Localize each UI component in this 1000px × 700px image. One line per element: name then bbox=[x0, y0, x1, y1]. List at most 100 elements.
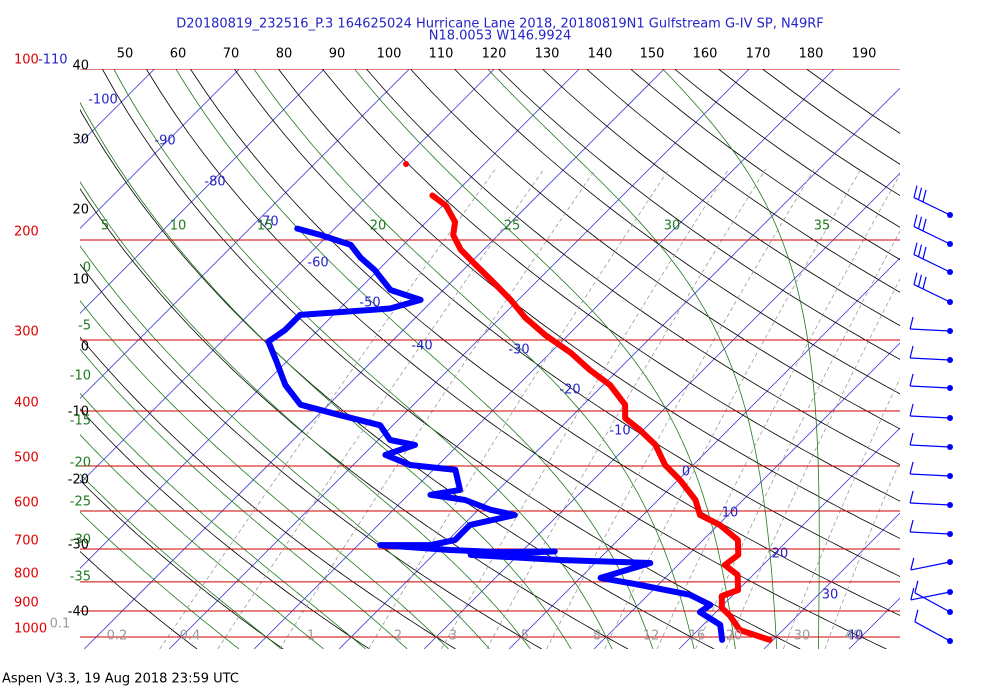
barb-dot bbox=[947, 559, 953, 565]
barb-feather bbox=[922, 246, 927, 260]
barb-dot bbox=[947, 385, 953, 391]
isotherm bbox=[80, 69, 240, 229]
moist-adiabat-label: 15 bbox=[257, 219, 274, 234]
moist-adiabat-label: -35 bbox=[70, 570, 91, 585]
isotherm-label: -40 bbox=[411, 339, 432, 354]
moist-adiabat bbox=[80, 300, 449, 649]
moist-adiabat bbox=[80, 434, 324, 649]
isotherm bbox=[338, 87, 900, 649]
isotherm bbox=[678, 427, 900, 649]
moist-adiabat-label: 0 bbox=[83, 261, 91, 276]
barb-staff bbox=[910, 385, 951, 389]
dry-adiabat bbox=[80, 263, 542, 649]
wind-barb bbox=[909, 345, 953, 363]
wind-barb bbox=[909, 519, 953, 537]
barb-staff bbox=[910, 328, 951, 332]
dry-adiabat-label: 90 bbox=[329, 47, 346, 62]
moist-adiabat-label: 20 bbox=[370, 219, 387, 234]
labels: 1002003004005006007008009001000-110-100-… bbox=[14, 47, 876, 644]
dry-adiabat bbox=[234, 69, 900, 577]
moist-adiabat-label: -25 bbox=[70, 495, 91, 510]
mixing-ratio-label: 30 bbox=[794, 629, 811, 644]
barb-feather bbox=[913, 185, 918, 198]
moist-adiabat bbox=[80, 180, 531, 649]
moist-adiabat bbox=[354, 69, 736, 649]
barb-staff bbox=[914, 621, 951, 642]
dry-adiabat-label: 100 bbox=[377, 47, 402, 62]
dry-adiabat-label: 140 bbox=[588, 47, 613, 62]
dry-adiabat bbox=[80, 408, 370, 649]
dry-adiabat-label: -30 bbox=[68, 538, 89, 553]
wind-barb bbox=[913, 242, 953, 275]
barb-dot bbox=[947, 212, 953, 218]
dry-adiabat bbox=[542, 69, 900, 327]
dry-adiabat bbox=[498, 69, 900, 360]
pressure-label: 400 bbox=[14, 396, 39, 411]
barb-staff bbox=[910, 415, 951, 419]
dry-adiabat bbox=[145, 69, 887, 649]
dry-adiabat-label: 10 bbox=[72, 273, 89, 288]
moist-adiabat-label: -10 bbox=[70, 369, 91, 384]
isotherm-label: -60 bbox=[307, 256, 328, 271]
mixing-ratio-label: 16 bbox=[689, 629, 706, 644]
isotherm-label: -10 bbox=[609, 424, 630, 439]
dry-adiabat-label: 160 bbox=[693, 47, 718, 62]
mixing-ratio-label: 1 bbox=[307, 629, 315, 644]
pressure-label: 700 bbox=[14, 534, 39, 549]
pressure-label: 500 bbox=[14, 451, 39, 466]
barb-dot bbox=[947, 357, 953, 363]
moist-adiabat bbox=[662, 69, 820, 649]
dry-adiabat bbox=[454, 69, 900, 395]
wind-barb bbox=[909, 461, 953, 479]
dry-adiabat-label: 190 bbox=[852, 47, 877, 62]
pressure-label: 600 bbox=[14, 496, 39, 511]
isotherm bbox=[80, 69, 580, 569]
barb-feather bbox=[914, 609, 919, 622]
dry-adiabat-label: -40 bbox=[68, 605, 89, 620]
moist-adiabat-label: 25 bbox=[504, 219, 521, 234]
isotherm bbox=[168, 69, 750, 649]
barb-staff bbox=[910, 591, 951, 601]
wind-barb bbox=[913, 214, 953, 247]
barb-feather bbox=[909, 461, 914, 475]
barb-staff bbox=[910, 444, 951, 448]
moist-adiabat-label: 5 bbox=[101, 219, 109, 234]
barb-dot bbox=[947, 299, 953, 305]
barb-staff bbox=[913, 284, 951, 303]
barb-feather bbox=[909, 519, 914, 533]
moist-adiabat-label: -15 bbox=[70, 414, 91, 429]
mixing-ratio-label: 2 bbox=[394, 629, 402, 644]
isotherm-label: -80 bbox=[204, 175, 225, 190]
wind-barb bbox=[910, 587, 953, 601]
wind-barb bbox=[909, 432, 953, 450]
barb-feather bbox=[909, 490, 914, 504]
barb-staff bbox=[913, 254, 951, 273]
pressure-label: 1000 bbox=[14, 622, 47, 637]
mixing-ratio-label: 40 bbox=[845, 629, 862, 644]
barb-feather bbox=[909, 316, 914, 330]
dry-adiabat-label: -20 bbox=[68, 473, 89, 488]
dry-adiabat-label: 130 bbox=[535, 47, 560, 62]
wind-barb bbox=[910, 557, 953, 571]
barb-dot bbox=[947, 531, 953, 537]
barb-feather bbox=[917, 216, 923, 229]
profile-line bbox=[429, 192, 773, 643]
barb-staff bbox=[913, 197, 951, 216]
barb-feather bbox=[909, 373, 914, 387]
wind-barb bbox=[914, 580, 953, 615]
mixing-ratio-label: 5 bbox=[521, 629, 529, 644]
wind-barb bbox=[909, 316, 953, 334]
barb-dot bbox=[947, 241, 953, 247]
moist-adiabat bbox=[253, 69, 695, 649]
pressure-label: 900 bbox=[14, 596, 39, 611]
isotherm bbox=[83, 69, 665, 649]
profile-point bbox=[403, 161, 410, 168]
moist-adiabat bbox=[113, 69, 613, 649]
moist-adiabat-label: -20 bbox=[70, 456, 91, 471]
barb-staff bbox=[914, 592, 951, 613]
barb-feather bbox=[922, 189, 927, 203]
wind-barb bbox=[909, 403, 953, 421]
barb-feather bbox=[922, 218, 927, 232]
dry-adiabat-label: 50 bbox=[117, 47, 134, 62]
